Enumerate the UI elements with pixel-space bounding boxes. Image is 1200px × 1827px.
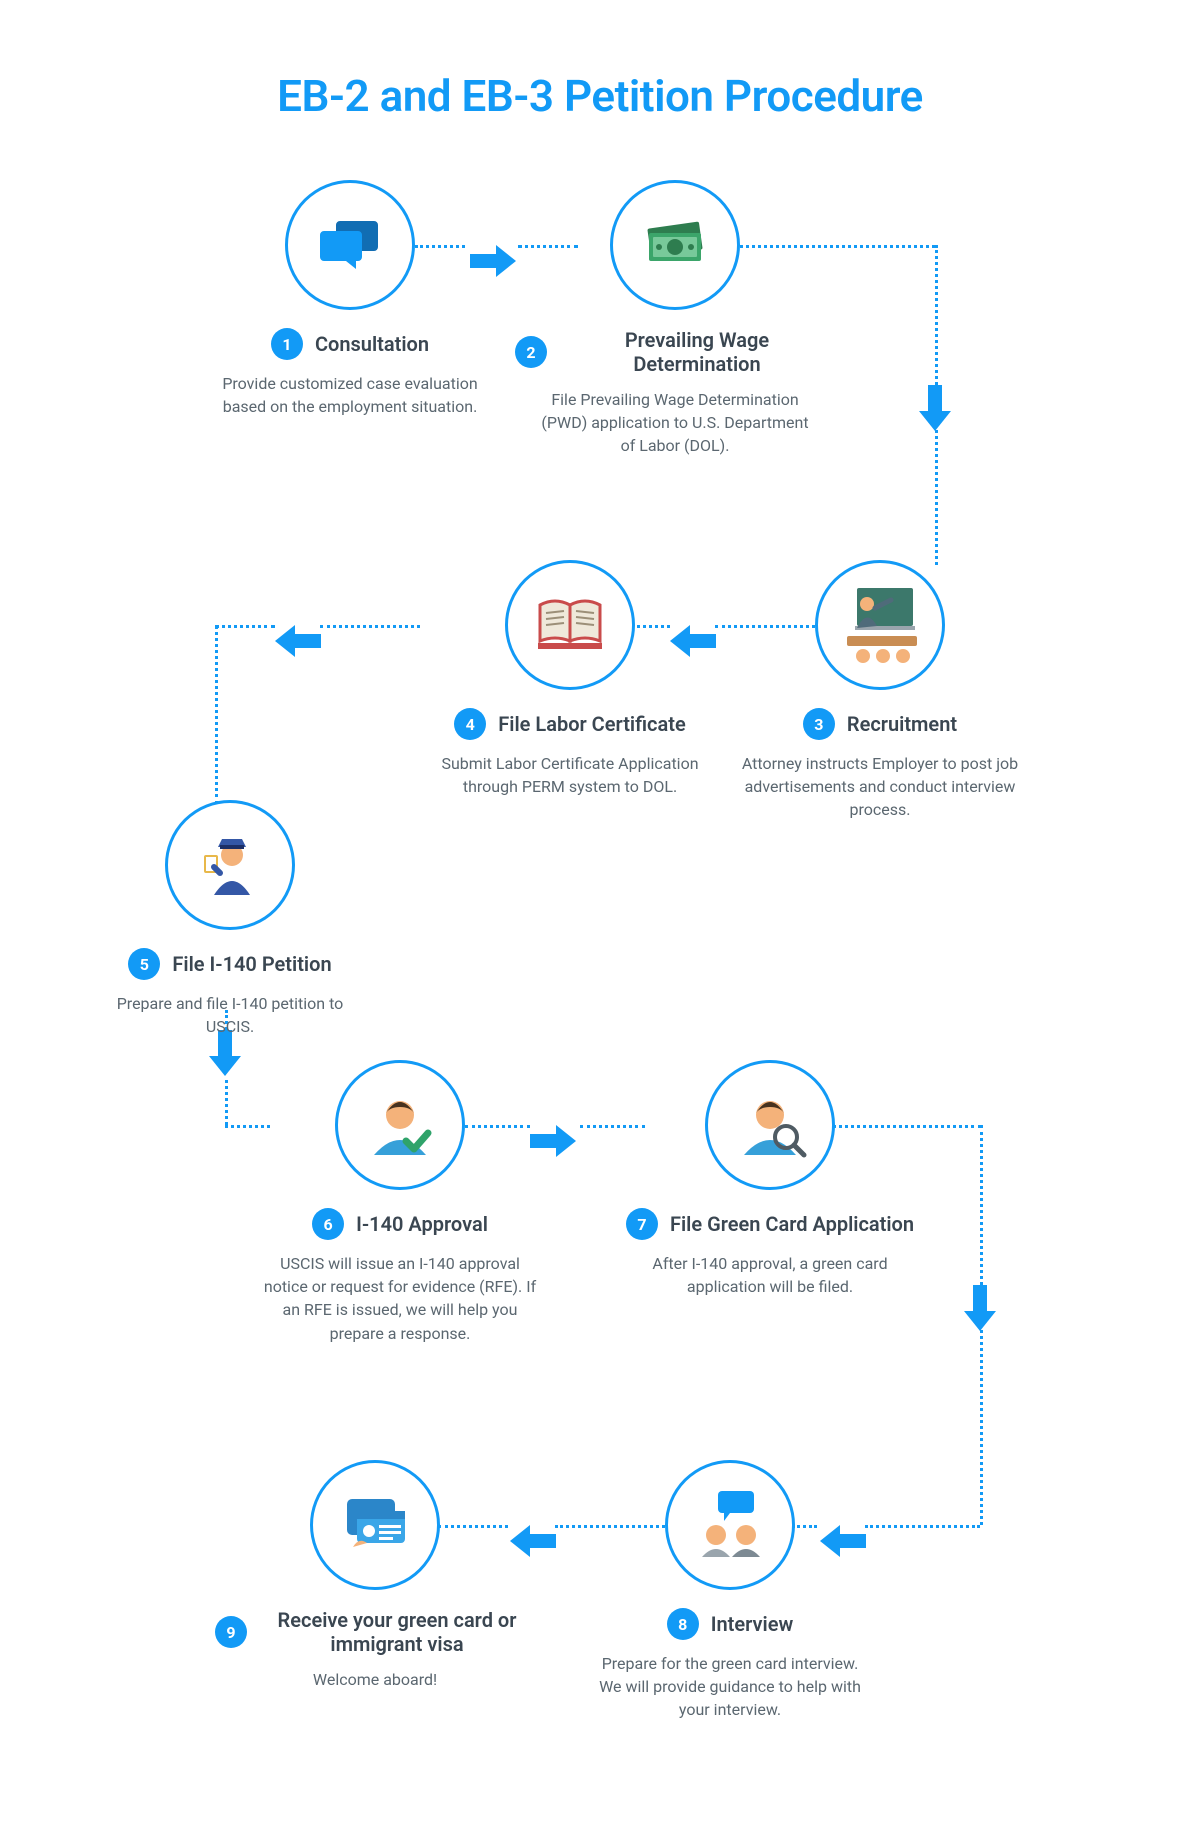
step-8-desc: Prepare for the green card interview. We…: [590, 1652, 870, 1722]
step-8-head: 8 Interview: [570, 1608, 890, 1640]
diagram-canvas: EB-2 and EB-3 Petition Procedure 1 Consu…: [0, 0, 1200, 1827]
step-9-desc: Welcome aboard!: [235, 1668, 515, 1691]
connector-11: [275, 625, 321, 657]
step-5: 5 File I-140 Petition Prepare and file I…: [100, 800, 360, 1038]
step-6-desc: USCIS will issue an I-140 approval notic…: [260, 1252, 540, 1345]
step-5-title: File I-140 Petition: [172, 952, 331, 976]
step-4-head: 4 File Labor Certificate: [420, 708, 720, 740]
connector-24: [980, 1330, 983, 1525]
two-people-chat-icon: [690, 1485, 770, 1565]
step-6-icon-circle: [335, 1060, 465, 1190]
step-3-icon-circle: [815, 560, 945, 690]
step-1: 1 Consultation Provide customized case e…: [220, 180, 480, 418]
step-2-badge: 2: [515, 336, 547, 368]
step-3: 3 Recruitment Attorney instructs Employe…: [740, 560, 1020, 822]
step-7: 7 File Green Card Application After I-14…: [600, 1060, 940, 1298]
step-2-head: 2 Prevailing Wage Determination: [515, 328, 835, 376]
step-3-desc: Attorney instructs Employer to post job …: [740, 752, 1020, 822]
step-8-badge: 8: [667, 1608, 699, 1640]
teacher-icon: [833, 578, 927, 672]
step-5-desc: Prepare and file I-140 petition to USCIS…: [100, 992, 360, 1038]
step-8: 8 Interview Prepare for the green card i…: [570, 1460, 890, 1722]
step-2-title: Prevailing Wage Determination: [559, 328, 835, 376]
step-5-badge: 5: [128, 948, 160, 980]
step-9-head: 9 Receive your green card or immigrant v…: [215, 1608, 535, 1656]
step-2: 2 Prevailing Wage Determination File Pre…: [515, 180, 835, 458]
step-7-desc: After I-140 approval, a green card appli…: [630, 1252, 910, 1298]
step-3-title: Recruitment: [847, 712, 957, 736]
step-7-badge: 7: [626, 1208, 658, 1240]
chat-bubbles-icon: [310, 205, 390, 285]
step-8-icon-circle: [665, 1460, 795, 1590]
step-2-desc: File Prevailing Wage Determination (PWD)…: [535, 388, 815, 458]
step-1-icon-circle: [285, 180, 415, 310]
step-4: 4 File Labor Certificate Submit Labor Ce…: [420, 560, 720, 798]
step-4-desc: Submit Labor Certificate Application thr…: [430, 752, 710, 798]
step-9-badge: 9: [215, 1616, 247, 1648]
step-6: 6 I-140 Approval USCIS will issue an I-1…: [230, 1060, 570, 1345]
step-6-badge: 6: [312, 1208, 344, 1240]
connector-13: [215, 625, 218, 805]
connector-4: [935, 245, 938, 385]
step-1-head: 1 Consultation: [220, 328, 480, 360]
step-1-title: Consultation: [315, 332, 429, 356]
step-4-badge: 4: [454, 708, 486, 740]
step-6-head: 6 I-140 Approval: [230, 1208, 570, 1240]
step-1-desc: Provide customized case evaluation based…: [220, 372, 480, 418]
person-check-icon: [360, 1085, 440, 1165]
step-5-icon-circle: [165, 800, 295, 930]
step-6-title: I-140 Approval: [356, 1212, 488, 1236]
officer-icon: [190, 825, 270, 905]
page-title: EB-2 and EB-3 Petition Procedure: [0, 70, 1200, 122]
step-9-title: Receive your green card or immigrant vis…: [259, 1608, 535, 1656]
book-icon: [530, 585, 610, 665]
step-9: 9 Receive your green card or immigrant v…: [215, 1460, 535, 1691]
step-3-head: 3 Recruitment: [740, 708, 1020, 740]
step-7-icon-circle: [705, 1060, 835, 1190]
step-8-title: Interview: [711, 1612, 794, 1636]
connector-10: [320, 625, 420, 628]
id-card-icon: [335, 1485, 415, 1565]
connector-6: [935, 430, 938, 565]
step-9-icon-circle: [310, 1460, 440, 1590]
connector-5: [919, 385, 951, 431]
step-2-icon-circle: [610, 180, 740, 310]
step-1-badge: 1: [271, 328, 303, 360]
step-4-title: File Labor Certificate: [498, 712, 685, 736]
connector-16: [225, 1080, 228, 1125]
step-7-title: File Green Card Application: [670, 1212, 914, 1236]
connector-22: [980, 1125, 983, 1285]
step-4-icon-circle: [505, 560, 635, 690]
connector-23: [964, 1285, 996, 1331]
step-3-badge: 3: [803, 708, 835, 740]
connector-12: [215, 625, 275, 628]
step-5-head: 5 File I-140 Petition: [100, 948, 360, 980]
person-search-icon: [730, 1085, 810, 1165]
money-icon: [635, 205, 715, 285]
step-7-head: 7 File Green Card Application: [600, 1208, 940, 1240]
